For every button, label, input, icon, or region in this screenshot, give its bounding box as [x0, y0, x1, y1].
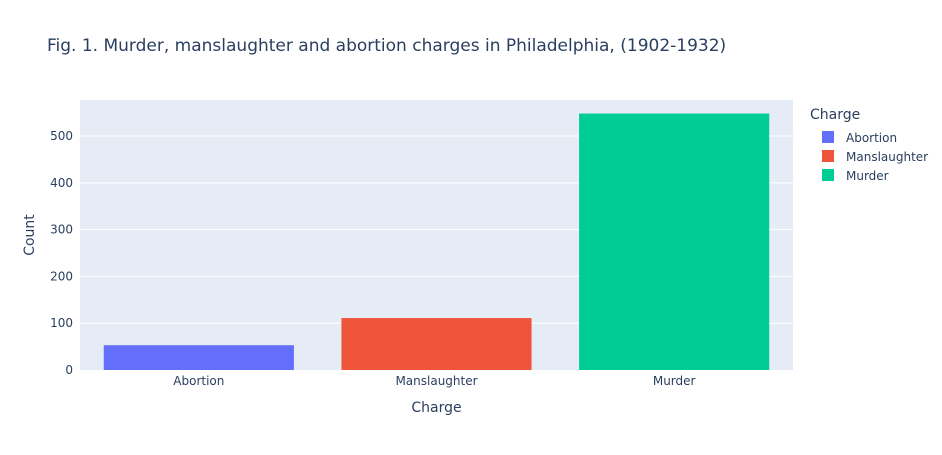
- y-tick-label: 400: [50, 176, 73, 190]
- y-tick-label: 500: [50, 129, 73, 143]
- y-axis-ticks: 0 100 200 300 400 500: [50, 129, 73, 377]
- y-tick-label: 100: [50, 316, 73, 330]
- x-axis-title: Charge: [411, 400, 461, 416]
- legend-items[interactable]: Abortion Manslaughter Murder: [822, 131, 928, 183]
- x-tick-label: Murder: [653, 374, 696, 388]
- x-axis-ticks: Abortion Manslaughter Murder: [173, 374, 695, 388]
- legend-item-manslaughter[interactable]: Manslaughter: [822, 150, 928, 164]
- bar-abortion[interactable]: [103, 345, 294, 370]
- y-tick-label: 0: [65, 363, 73, 377]
- bar-murder[interactable]: [579, 113, 770, 370]
- legend-label: Manslaughter: [846, 150, 928, 164]
- legend-item-abortion[interactable]: Abortion: [822, 131, 897, 145]
- legend-swatch: [822, 150, 834, 162]
- legend-item-murder[interactable]: Murder: [822, 169, 889, 183]
- y-axis-title: Count: [22, 214, 38, 256]
- legend-swatch: [822, 169, 834, 181]
- legend-swatch: [822, 131, 834, 143]
- x-tick-label: Manslaughter: [395, 374, 477, 388]
- legend[interactable]: Charge Abortion Manslaughter Murder: [810, 107, 928, 183]
- y-tick-label: 200: [50, 269, 73, 283]
- legend-title: Charge: [810, 107, 860, 123]
- y-tick-label: 300: [50, 223, 73, 237]
- legend-label: Murder: [846, 169, 889, 183]
- bars: [103, 113, 770, 370]
- legend-label: Abortion: [846, 131, 897, 145]
- chart-title: Fig. 1. Murder, manslaughter and abortio…: [47, 36, 726, 56]
- x-tick-label: Abortion: [173, 374, 224, 388]
- bar-manslaughter[interactable]: [341, 318, 532, 370]
